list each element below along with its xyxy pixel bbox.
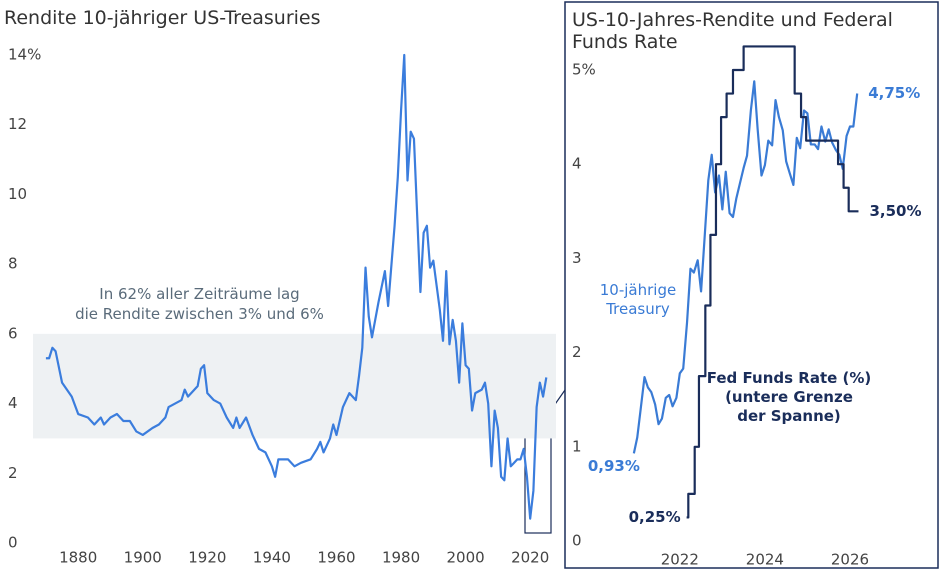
y-tick-label: 4 xyxy=(8,394,18,412)
value-label: 0,93% xyxy=(588,457,640,475)
line-series xyxy=(632,80,859,454)
chart-title: Rendite 10-jähriger US-Treasuries xyxy=(4,7,321,29)
y-tick-label: 6 xyxy=(8,324,18,342)
x-tick-label: 1940 xyxy=(253,549,291,567)
x-tick-label: 1880 xyxy=(59,549,97,567)
panel-frame xyxy=(564,1,939,569)
x-tick-label: 2022 xyxy=(661,551,699,569)
y-tick-label: 4 xyxy=(572,155,582,173)
y-tick-label: 2 xyxy=(572,343,582,361)
x-tick-label: 2020 xyxy=(511,549,549,567)
y-tick-label: 12 xyxy=(8,115,27,133)
x-tick-label: 2024 xyxy=(746,551,784,569)
y-tick-label: 8 xyxy=(8,255,18,273)
value-label: 0,25% xyxy=(629,508,681,526)
x-tick-label: 1960 xyxy=(317,549,355,567)
chart-title: US-10-Jahres-Rendite und Federal Funds Ra… xyxy=(572,9,893,53)
x-tick-label: 1900 xyxy=(124,549,162,567)
series-label: 10-jährige Treasury xyxy=(600,281,676,318)
x-tick-label: 2000 xyxy=(447,549,485,567)
y-tick-label: 5% xyxy=(572,61,596,79)
y-tick-label: 14% xyxy=(8,46,41,64)
shaded-range xyxy=(33,333,556,439)
y-tick-label: 10 xyxy=(8,185,27,203)
y-tick-label: 1 xyxy=(572,437,582,455)
line-series xyxy=(45,53,548,520)
value-label: 3,50% xyxy=(869,202,921,220)
value-label: 4,75% xyxy=(868,84,920,102)
x-tick-label: 1980 xyxy=(382,549,420,567)
x-tick-label: 1920 xyxy=(188,549,226,567)
annotation: In 62% aller Zeiträume lag die Rendite zw… xyxy=(75,285,324,323)
y-tick-label: 2 xyxy=(8,464,18,482)
line-series xyxy=(686,45,859,519)
y-tick-label: 0 xyxy=(8,534,18,552)
y-tick-label: 3 xyxy=(572,249,582,267)
y-tick-label: 0 xyxy=(572,532,582,550)
series-label: Fed Funds Rate (%) (untere Grenze der Span… xyxy=(707,369,872,425)
x-tick-label: 2026 xyxy=(831,551,869,569)
